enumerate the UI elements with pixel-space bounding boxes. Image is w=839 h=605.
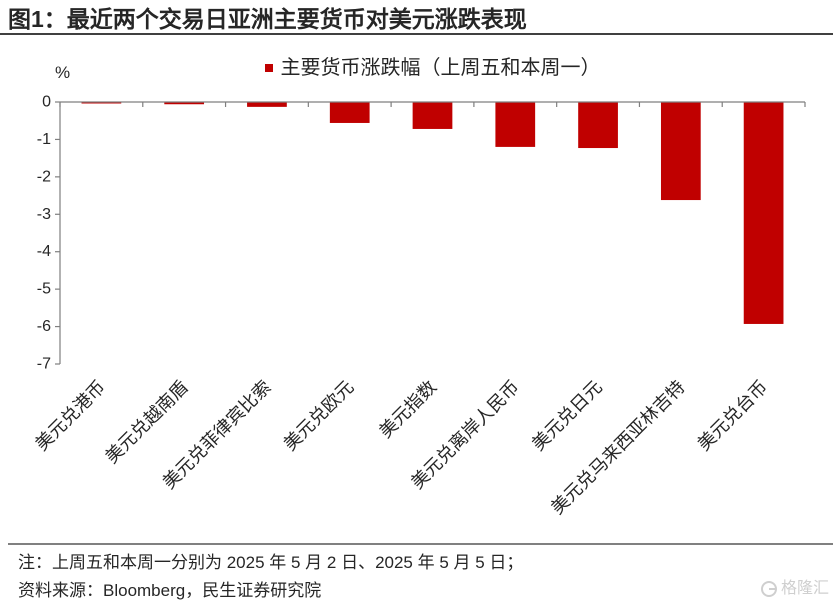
- watermark-text: 格隆汇: [780, 580, 829, 597]
- y-tick-label: -5: [37, 281, 51, 298]
- x-tick-label: 美元兑台币: [694, 377, 772, 455]
- bar-8: [660, 102, 701, 201]
- y-tick-label: -2: [37, 168, 51, 185]
- watermark: 格隆汇: [760, 579, 829, 599]
- bar-1: [81, 102, 122, 104]
- bar-2: [164, 102, 205, 105]
- y-tick-label: -1: [37, 131, 51, 148]
- bar-7: [578, 102, 618, 149]
- x-tick-label: 美元兑越南盾: [101, 377, 192, 468]
- legend-swatch: [264, 64, 273, 72]
- y-tick-label: 0: [42, 94, 51, 111]
- footer-rule: [8, 543, 833, 545]
- bar-5: [412, 102, 453, 129]
- bar-3: [247, 102, 287, 107]
- y-tick-label: -6: [37, 318, 51, 335]
- footnote: 注：上周五和本周一分别为 2025 年 5 月 2 日、2025 年 5 月 5…: [18, 553, 524, 572]
- x-tick-label: 美元兑日元: [528, 377, 606, 455]
- gelonghui-logo-icon: [760, 581, 777, 597]
- y-tick-label: -4: [37, 243, 51, 260]
- bar-6: [495, 102, 536, 147]
- y-tick-label: -3: [37, 206, 51, 223]
- legend: 主要货币涨跌幅（上周五和本周一）: [60, 56, 805, 80]
- title-rule: [0, 33, 833, 35]
- y-axis-unit-label: %: [55, 63, 71, 82]
- legend-label: 主要货币涨跌幅（上周五和本周一）: [280, 57, 601, 79]
- bar-9: [743, 102, 784, 324]
- x-tick-label: 美元兑马来西亚林吉特: [547, 377, 688, 518]
- bar-4: [329, 102, 370, 123]
- x-tick-label: 美元兑欧元: [280, 377, 358, 455]
- x-tick-label: 美元指数: [375, 377, 440, 442]
- y-tick-label: -7: [37, 356, 51, 373]
- figure-title: 图1：最近两个交易日亚洲主要货币对美元涨跌表现: [8, 6, 527, 32]
- source-note: 资料来源：Bloomberg，民生证券研究院: [18, 581, 322, 600]
- x-tick-label: 美元兑港币: [31, 377, 109, 455]
